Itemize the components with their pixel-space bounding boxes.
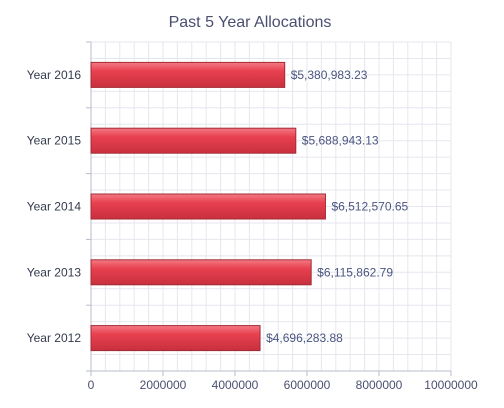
bar-value-label: $6,512,570.65 bbox=[331, 200, 408, 214]
bar[interactable] bbox=[90, 61, 286, 88]
category-label: Year 2012 bbox=[27, 331, 82, 345]
bar[interactable] bbox=[90, 325, 261, 352]
x-tick-label: 2000000 bbox=[140, 378, 187, 392]
bar-value-label: $5,688,943.13 bbox=[302, 134, 379, 148]
x-tick-label: 8000000 bbox=[356, 378, 403, 392]
labels: 0 2000000 4000000 6000000 8000000 10000000 Yea… bbox=[27, 68, 478, 392]
x-tick-label: 4000000 bbox=[212, 378, 259, 392]
bar-value-label: $4,696,283.88 bbox=[266, 331, 343, 345]
bar[interactable] bbox=[90, 259, 312, 286]
x-tick-label: 0 bbox=[88, 378, 95, 392]
bar-value-label: $6,115,862.79 bbox=[317, 265, 393, 279]
x-tick-label: 6000000 bbox=[284, 378, 331, 392]
chart-title: Past 5 Year Allocations bbox=[169, 14, 332, 31]
bar[interactable] bbox=[90, 193, 326, 220]
category-label: Year 2015 bbox=[27, 134, 82, 148]
bars bbox=[90, 61, 326, 352]
category-label: Year 2013 bbox=[27, 265, 82, 279]
category-label: Year 2016 bbox=[27, 68, 82, 82]
bar-value-label: $5,380,983.23 bbox=[291, 68, 368, 82]
bar[interactable] bbox=[90, 127, 297, 154]
x-tick-label: 10000000 bbox=[424, 378, 478, 392]
category-label: Year 2014 bbox=[27, 200, 82, 214]
